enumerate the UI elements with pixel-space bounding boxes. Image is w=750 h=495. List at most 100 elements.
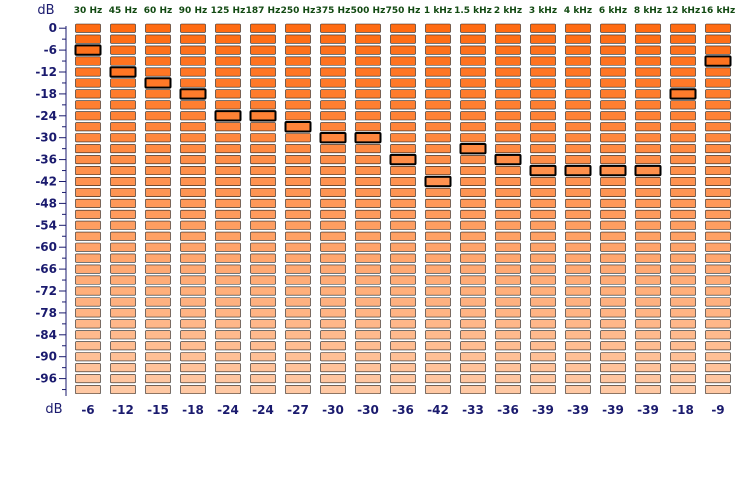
meter-segment — [600, 155, 626, 165]
meter-segment — [705, 122, 731, 132]
meter-segment — [460, 242, 486, 252]
meter-segment — [600, 187, 626, 197]
meter-segment — [285, 111, 311, 121]
meter-segment — [425, 56, 451, 66]
meter-segment — [705, 89, 731, 99]
meter-segment — [75, 286, 101, 296]
meter-segment — [600, 330, 626, 340]
meter-segment — [75, 198, 101, 208]
value-label: -15 — [147, 403, 169, 417]
meter-segment — [600, 275, 626, 285]
meter-segment — [565, 78, 591, 88]
meter-segment — [75, 23, 101, 33]
meter-segment — [110, 122, 136, 132]
meter-segment — [495, 78, 521, 88]
value-label: -27 — [287, 403, 309, 417]
meter-segment — [670, 133, 696, 143]
y-tick-label: -24 — [35, 109, 57, 123]
meter-segment — [705, 198, 731, 208]
meter-segment — [75, 89, 101, 99]
meter-segment — [635, 45, 661, 55]
meter-segment — [635, 275, 661, 285]
meter-segment — [530, 297, 556, 307]
meter-segment — [285, 275, 311, 285]
meter-segment — [215, 187, 241, 197]
meter-segment — [250, 242, 276, 252]
meter-segment — [390, 286, 416, 296]
meter-segment — [530, 67, 556, 77]
meter-segment — [110, 209, 136, 219]
meter-segment — [460, 111, 486, 121]
meter-segment — [355, 253, 381, 263]
meter-segment — [460, 253, 486, 263]
meter-segment — [320, 330, 346, 340]
meter-segment — [635, 155, 661, 165]
meter-segment — [390, 363, 416, 373]
meter-segment — [285, 89, 311, 99]
meter-segment — [320, 34, 346, 44]
meter-segment — [460, 122, 486, 132]
meter-segment — [180, 231, 206, 241]
meter-segment — [495, 67, 521, 77]
meter-segment — [635, 341, 661, 351]
meter-segment — [110, 133, 136, 143]
meter-segment — [285, 286, 311, 296]
frequency-label: 187 Hz — [246, 6, 281, 16]
meter-segment — [565, 166, 591, 176]
meter-segment — [670, 209, 696, 219]
meter-segment — [145, 286, 171, 296]
meter-segment — [565, 286, 591, 296]
meter-segment — [530, 253, 556, 263]
meter-segment — [670, 78, 696, 88]
peak-marker — [424, 175, 452, 188]
value-label: -39 — [532, 403, 554, 417]
meter-segment — [110, 352, 136, 362]
meter-segment — [390, 198, 416, 208]
meter-segment — [600, 242, 626, 252]
meter-segment — [390, 122, 416, 132]
meter-segment — [180, 144, 206, 154]
meter-segment — [600, 231, 626, 241]
meter-segment — [320, 286, 346, 296]
meter-segment — [670, 34, 696, 44]
meter-segment — [635, 198, 661, 208]
meter-segment — [530, 166, 556, 176]
meter-segment — [530, 78, 556, 88]
meter-segment — [145, 319, 171, 329]
meter-segment — [705, 242, 731, 252]
spectrum-column — [109, 23, 137, 395]
meter-segment — [530, 209, 556, 219]
meter-segment — [460, 100, 486, 110]
meter-segment — [250, 209, 276, 219]
meter-segment — [600, 89, 626, 99]
meter-segment — [110, 177, 136, 187]
meter-segment — [355, 34, 381, 44]
meter-segment — [320, 67, 346, 77]
meter-segment — [250, 352, 276, 362]
meter-segment — [215, 78, 241, 88]
meter-segment — [460, 155, 486, 165]
meter-segment — [75, 308, 101, 318]
meter-segment — [355, 264, 381, 274]
meter-segment — [355, 100, 381, 110]
meter-segment — [355, 319, 381, 329]
meter-segment — [495, 352, 521, 362]
meter-segment — [460, 67, 486, 77]
meter-segment — [215, 264, 241, 274]
meter-segment — [75, 177, 101, 187]
meter-segment — [460, 209, 486, 219]
meter-segment — [530, 23, 556, 33]
meter-segment — [635, 166, 661, 176]
meter-segment — [355, 352, 381, 362]
meter-segment — [215, 352, 241, 362]
meter-segment — [285, 242, 311, 252]
meter-segment — [145, 297, 171, 307]
meter-segment — [215, 275, 241, 285]
meter-segment — [390, 89, 416, 99]
meter-segment — [75, 166, 101, 176]
spectrum-column — [284, 23, 312, 395]
peak-marker — [74, 44, 102, 56]
meter-segment — [145, 275, 171, 285]
meter-segment — [250, 155, 276, 165]
meter-segment — [320, 374, 346, 384]
